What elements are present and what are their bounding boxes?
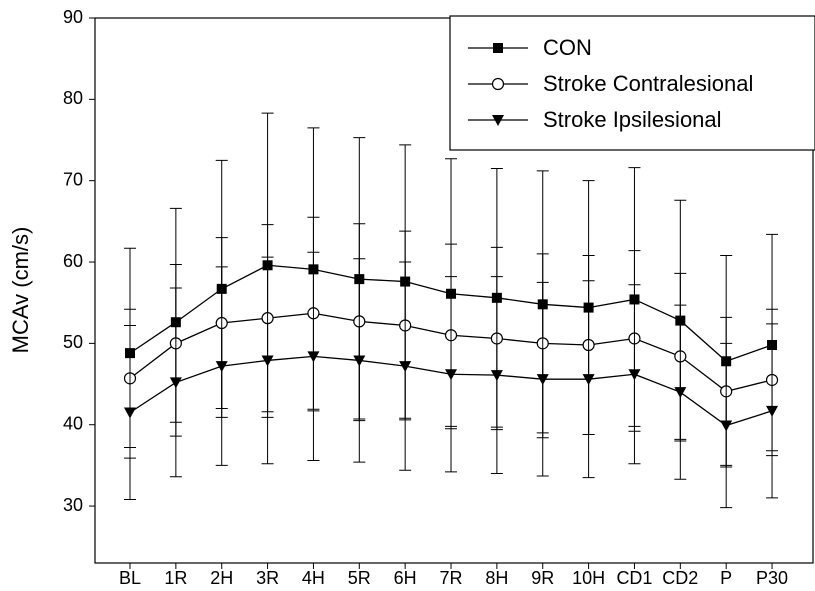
y-tick-label: 30 (63, 495, 83, 515)
marker (169, 377, 182, 389)
x-tick-label: 9R (531, 568, 554, 586)
x-tick-label: 5R (348, 568, 371, 586)
marker (720, 420, 733, 432)
x-tick-label: P (720, 568, 732, 586)
marker (582, 374, 595, 386)
legend-label: Stroke Contralesional (543, 71, 753, 96)
marker (766, 405, 779, 417)
marker (490, 370, 503, 382)
legend-label: CON (543, 35, 592, 60)
marker (399, 361, 412, 373)
x-tick-label: BL (119, 568, 141, 586)
marker (674, 387, 687, 399)
x-tick-label: CD2 (662, 568, 698, 586)
marker (261, 355, 274, 367)
y-tick-label: 70 (63, 169, 83, 189)
marker (492, 115, 504, 126)
marker (124, 407, 136, 419)
x-tick-label: 10H (572, 568, 605, 586)
legend-label: Stroke Ipsilesional (543, 107, 722, 132)
marker (491, 77, 505, 91)
x-tick-label: 1R (164, 568, 187, 586)
y-axis-label: MCAv (cm/s) (8, 227, 33, 354)
y-tick-label: 90 (63, 7, 83, 27)
x-tick-label: 2H (210, 568, 233, 586)
marker (353, 355, 366, 367)
x-tick-label: P30 (756, 568, 788, 586)
marker (536, 374, 549, 386)
y-tick-label: 60 (63, 251, 83, 271)
marker (215, 361, 228, 373)
x-tick-label: 7R (440, 568, 463, 586)
y-tick-label: 50 (63, 332, 83, 352)
x-tick-label: CD1 (616, 568, 652, 586)
marker (493, 43, 503, 53)
x-tick-label: 3R (256, 568, 279, 586)
y-tick-label: 40 (63, 413, 83, 433)
x-tick-label: 4H (302, 568, 325, 586)
legend-box (449, 15, 815, 151)
y-tick-label: 80 (63, 88, 83, 108)
marker (628, 369, 641, 381)
marker (445, 369, 458, 381)
x-tick-label: 6H (394, 568, 417, 586)
x-tick-label: 8H (485, 568, 508, 586)
marker (307, 351, 320, 363)
